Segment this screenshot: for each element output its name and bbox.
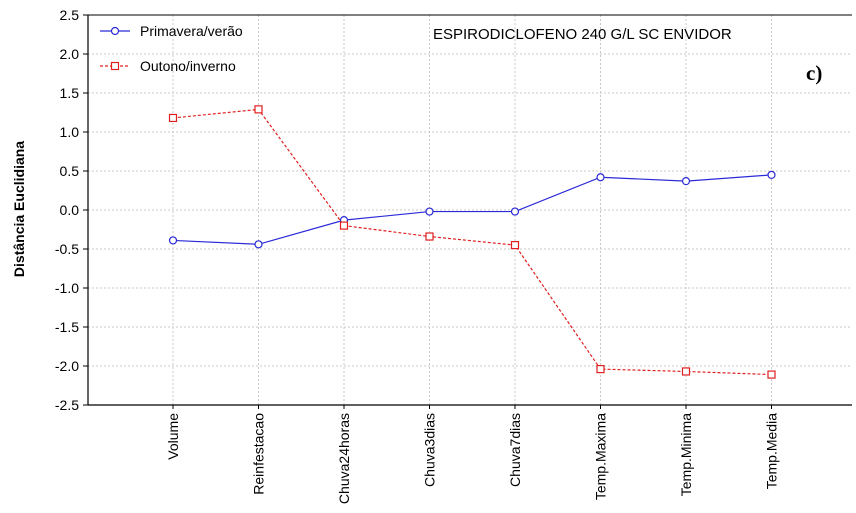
data-point-outono bbox=[425, 232, 434, 241]
x-tick-labels: Volume Reinfestacao Chuva24horas Chuva3dias… bbox=[165, 413, 780, 504]
x-tick-label: Reinfestacao bbox=[251, 413, 267, 495]
y-tick-label: -1.0 bbox=[55, 280, 79, 296]
y-tick-label: 2.5 bbox=[60, 7, 80, 23]
grid-lines bbox=[88, 14, 852, 406]
legend-label-primavera: Primavera/verão bbox=[140, 23, 243, 39]
data-point-primavera bbox=[510, 207, 520, 216]
y-tick-label: -2.0 bbox=[55, 358, 79, 374]
data-point-primavera bbox=[254, 240, 263, 249]
y-tick-label: 1.0 bbox=[60, 124, 80, 140]
data-point-outono bbox=[510, 241, 520, 250]
y-tick-label: 2.0 bbox=[60, 46, 80, 62]
data-point-outono bbox=[254, 105, 263, 114]
panel-label: c) bbox=[806, 61, 822, 85]
x-tick-label: Chuva7dias bbox=[507, 413, 523, 487]
x-tick-label: Volume bbox=[165, 413, 181, 460]
series-lines bbox=[168, 105, 776, 379]
data-point-primavera bbox=[596, 173, 605, 182]
y-tick-label: -1.5 bbox=[55, 319, 79, 335]
y-axis-title: Distância Euclidiana bbox=[11, 141, 27, 277]
series-line-primavera bbox=[172, 174, 772, 245]
data-point-outono bbox=[681, 367, 691, 376]
x-tick-label: Temp.Minima bbox=[678, 413, 694, 496]
data-point-outono bbox=[339, 221, 349, 230]
x-tick-label: Temp.Media bbox=[764, 413, 780, 489]
series-line-outono bbox=[172, 108, 772, 376]
data-point-primavera bbox=[168, 236, 178, 245]
y-tick-label: 1.5 bbox=[60, 85, 80, 101]
x-tick-label: Temp.Maxima bbox=[593, 413, 609, 500]
x-tick-label: Chuva24horas bbox=[336, 413, 352, 504]
legend-marker-primavera bbox=[110, 26, 120, 36]
y-tick-label: 0.5 bbox=[60, 163, 80, 179]
axes bbox=[83, 14, 852, 409]
data-point-outono bbox=[596, 365, 605, 374]
legend-label-outono: Outono/inverno bbox=[140, 58, 236, 74]
y-tick-label: -0.5 bbox=[55, 241, 79, 257]
x-tick-label: Chuva3dias bbox=[422, 413, 438, 487]
legend-marker-outono bbox=[110, 61, 120, 71]
legend: Primavera/verão Outono/inverno bbox=[100, 23, 243, 74]
y-tick-labels: 2.5 2.0 1.5 1.0 0.5 0.0 -0.5 -1.0 -1.5 -2.0 -2.5 bbox=[55, 7, 79, 413]
data-point-primavera bbox=[767, 170, 776, 179]
data-point-outono bbox=[168, 113, 178, 123]
chart-title: ESPIRODICLOFENO 240 G/L SC ENVIDOR bbox=[433, 26, 732, 43]
data-point-primavera bbox=[425, 207, 434, 216]
y-tick-label: 0.0 bbox=[60, 202, 80, 218]
data-point-outono bbox=[767, 370, 776, 379]
y-tick-label: -2.5 bbox=[55, 397, 79, 413]
data-point-primavera bbox=[681, 177, 691, 186]
